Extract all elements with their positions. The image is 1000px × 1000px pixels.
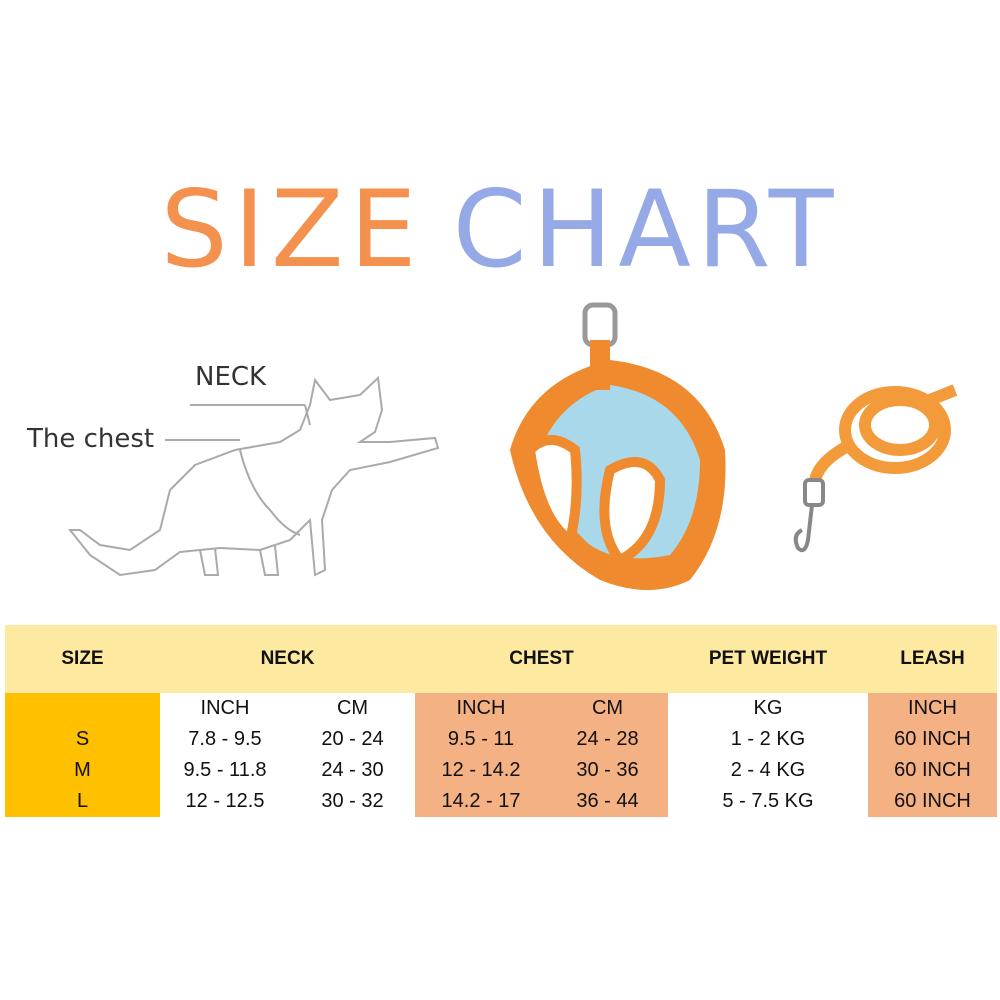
title-word-size: SIZE xyxy=(160,168,423,291)
header-leash: LEASH xyxy=(868,625,997,693)
chest-cm-cell: 36 - 44 xyxy=(547,786,668,817)
chest-label: The chest xyxy=(27,424,155,454)
table-row: M 9.5 - 11.8 24 - 30 12 - 14.2 30 - 36 2… xyxy=(5,755,997,786)
unit-cell: INCH xyxy=(868,693,997,724)
neck-label: NECK xyxy=(195,362,267,392)
table-row: S 7.8 - 9.5 20 - 24 9.5 - 11 24 - 28 1 -… xyxy=(5,724,997,755)
size-cell: S xyxy=(5,724,160,755)
size-table: SIZE NECK CHEST PET WEIGHT LEASH INCH CM… xyxy=(5,625,997,817)
neck-inch-cell: 12 - 12.5 xyxy=(185,790,265,812)
size-cell: M xyxy=(5,755,160,786)
weight-cell: 5 - 7.5 KG xyxy=(722,790,814,812)
chest-inch-cell: 12 - 14.2 xyxy=(415,755,547,786)
header-size: SIZE xyxy=(5,625,160,693)
leash-cell: 60 INCH xyxy=(868,786,997,817)
units-row: INCH CM INCH CM KG INCH xyxy=(5,693,997,724)
neck-cm-cell: 20 - 24 xyxy=(321,728,384,750)
neck-cm-cell: 24 - 30 xyxy=(321,759,384,781)
header-neck: NECK xyxy=(160,625,415,693)
chest-inch-cell: 14.2 - 17 xyxy=(415,786,547,817)
unit-cell: CM xyxy=(336,697,369,719)
harness-product-image xyxy=(510,302,726,590)
weight-cell: 1 - 2 KG xyxy=(730,728,806,750)
neck-cm-cell: 30 - 32 xyxy=(321,790,384,812)
header-chest: CHEST xyxy=(415,625,668,693)
unit-cell: INCH xyxy=(415,693,547,724)
table-header-row: SIZE NECK CHEST PET WEIGHT LEASH xyxy=(5,625,997,693)
unit-cell: INCH xyxy=(200,697,250,719)
leash-cell: 60 INCH xyxy=(868,755,997,786)
neck-inch-cell: 7.8 - 9.5 xyxy=(188,728,262,750)
unit-cell: CM xyxy=(547,693,668,724)
table-row: L 12 - 12.5 30 - 32 14.2 - 17 36 - 44 5 … xyxy=(5,786,997,817)
leash-cell: 60 INCH xyxy=(868,724,997,755)
chest-inch-cell: 9.5 - 11 xyxy=(415,724,547,755)
cat-outline-illustration xyxy=(67,375,440,577)
weight-cell: 2 - 4 KG xyxy=(730,759,806,781)
leash-product-image xyxy=(793,384,958,553)
neck-inch-cell: 9.5 - 11.8 xyxy=(183,759,267,781)
size-cell: L xyxy=(5,786,160,817)
page-title: SIZE CHART xyxy=(0,168,1000,291)
chest-cm-cell: 30 - 36 xyxy=(547,755,668,786)
chest-cm-cell: 24 - 28 xyxy=(547,724,668,755)
title-word-chart: CHART xyxy=(452,168,840,291)
header-pet-weight: PET WEIGHT xyxy=(668,625,868,693)
unit-cell: KG xyxy=(753,697,783,719)
